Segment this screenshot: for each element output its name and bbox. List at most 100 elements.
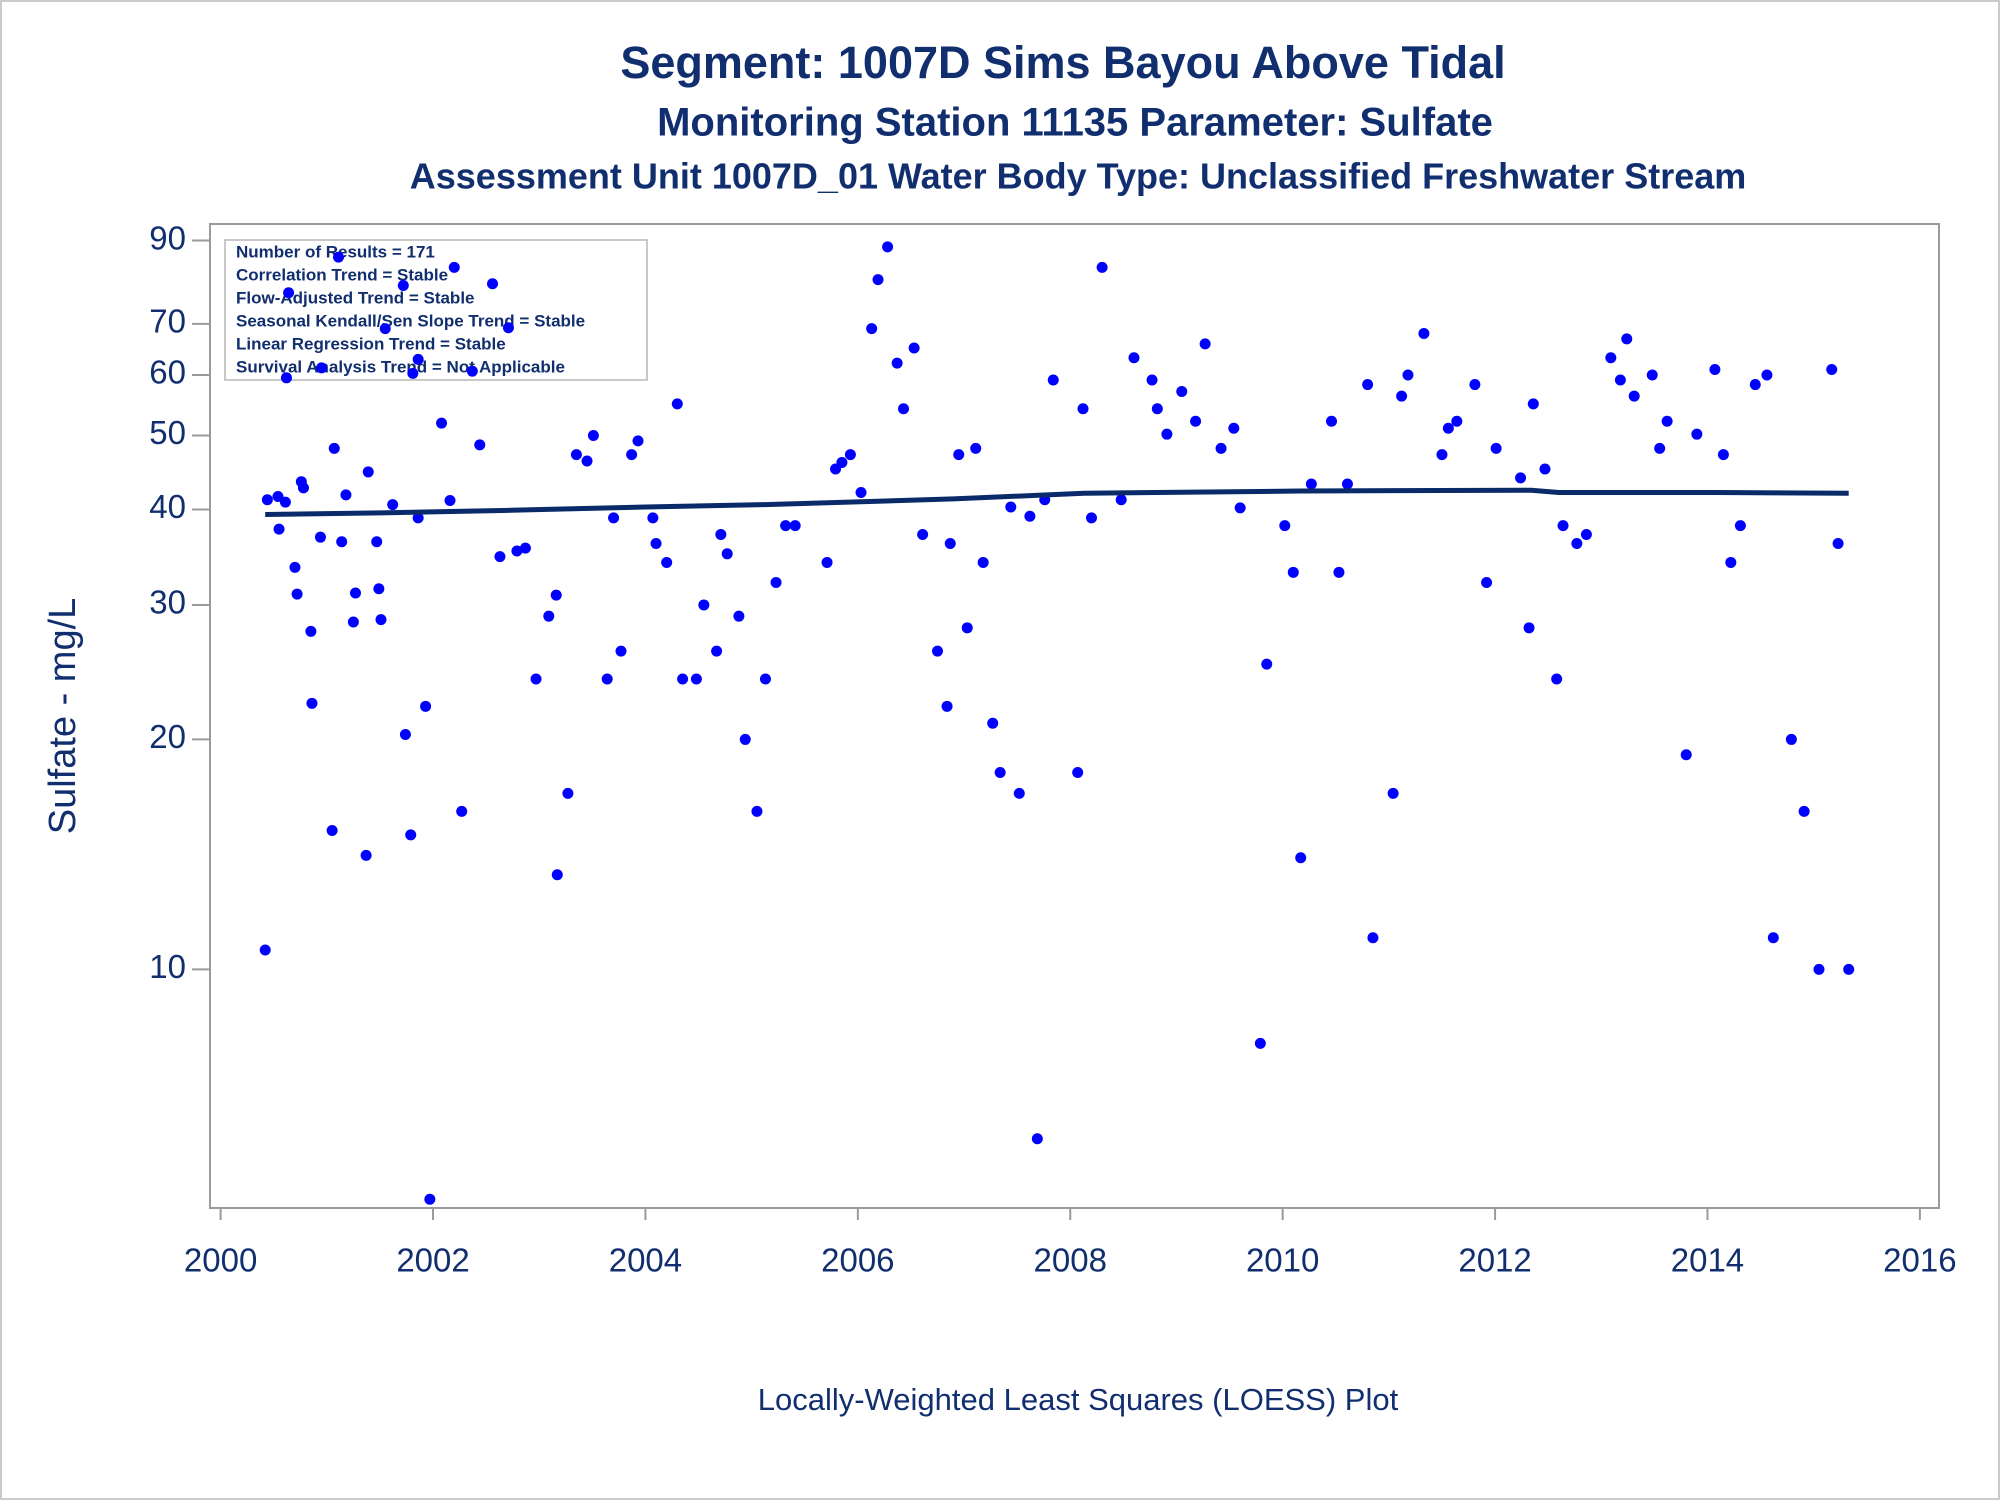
data-point [1832,538,1844,550]
chart-subtitle: Assessment Unit 1007D_01 Water Body Type… [410,156,1747,197]
data-point [632,435,644,447]
annotation: Correlation Trend = Stable [236,265,448,284]
data-point [412,353,424,365]
annotation-box [224,239,648,381]
data-point [1436,449,1448,461]
data-point [1161,428,1173,440]
y-tick-label: 10 [149,948,186,985]
data-point [1717,449,1729,461]
data-point [1725,556,1737,568]
data-point [1785,733,1797,745]
data-point [333,251,345,263]
data-point [1605,352,1617,364]
data-point [1287,566,1299,578]
data-point [306,697,318,709]
y-tick-label: 70 [149,303,186,340]
data-point [1077,403,1089,415]
data-point [448,261,460,273]
data-point [456,805,468,817]
x-tick-label: 2010 [1246,1242,1319,1279]
data-point [466,365,478,377]
data-point [1396,390,1408,402]
data-point [836,456,848,468]
data-point [1199,338,1211,350]
data-point [917,528,929,540]
data-point [1709,364,1721,376]
data-point [608,512,620,524]
y-tick-label: 30 [149,584,186,621]
data-point [305,625,317,637]
data-point [721,548,733,560]
annotation: Number of Results = 171 [236,242,435,261]
data-point [1843,963,1855,975]
data-point [1326,415,1338,427]
data-point [1418,328,1430,340]
data-point [1072,767,1084,779]
data-point [647,512,659,524]
data-point [1614,374,1626,386]
data-point [1146,374,1158,386]
data-point [626,449,638,461]
data-point [1628,390,1640,402]
data-point [944,538,956,550]
data-point [715,528,727,540]
data-point [1749,379,1761,391]
data-point [1798,805,1810,817]
data-point [882,241,894,253]
data-point [1451,415,1463,427]
data-point [328,442,340,454]
data-point [780,520,792,532]
data-point [502,322,514,334]
data-point [821,556,833,568]
data-point [994,767,1006,779]
x-tick-label: 2012 [1458,1242,1531,1279]
data-point [314,531,326,543]
plot-frame [209,223,1940,1209]
data-point [977,556,989,568]
data-point [1767,932,1779,944]
x-tick-label: 2000 [184,1242,257,1279]
data-point [283,287,295,299]
data-point [1551,673,1563,685]
data-point [953,449,965,461]
data-point [519,542,531,554]
data-point [399,728,411,740]
data-point [326,824,338,836]
data-point [615,645,627,657]
data-point [1151,403,1163,415]
data-point [1826,364,1838,376]
data-point [1621,333,1633,345]
data-point [1539,463,1551,475]
data-point [405,829,417,841]
data-point [316,362,328,374]
data-point [1279,520,1291,532]
data-point [661,556,673,568]
data-point [1761,369,1773,381]
data-point [289,561,301,573]
data-point [1254,1037,1266,1049]
data-point [1402,369,1414,381]
data-point [1228,422,1240,434]
data-point [1691,428,1703,440]
data-point [587,430,599,442]
data-point [671,398,683,410]
data-point [291,588,303,600]
data-point [1469,379,1481,391]
data-point [908,342,920,354]
data-point [562,787,574,799]
data-point [1295,852,1307,864]
chart-title: Segment: 1007D Sims Bayou Above Tidal [620,37,1505,88]
data-point [551,869,563,881]
loess-line [265,487,1849,517]
data-point [1024,510,1036,522]
data-point [375,614,387,626]
data-point [1362,379,1374,391]
data-point [474,439,486,451]
data-point [1333,566,1345,578]
y-tick-label: 90 [149,219,186,256]
chart-subtitle: Monitoring Station 11135 Parameter: Sulf… [657,101,1493,145]
data-point [1085,512,1097,524]
data-point [279,496,291,508]
